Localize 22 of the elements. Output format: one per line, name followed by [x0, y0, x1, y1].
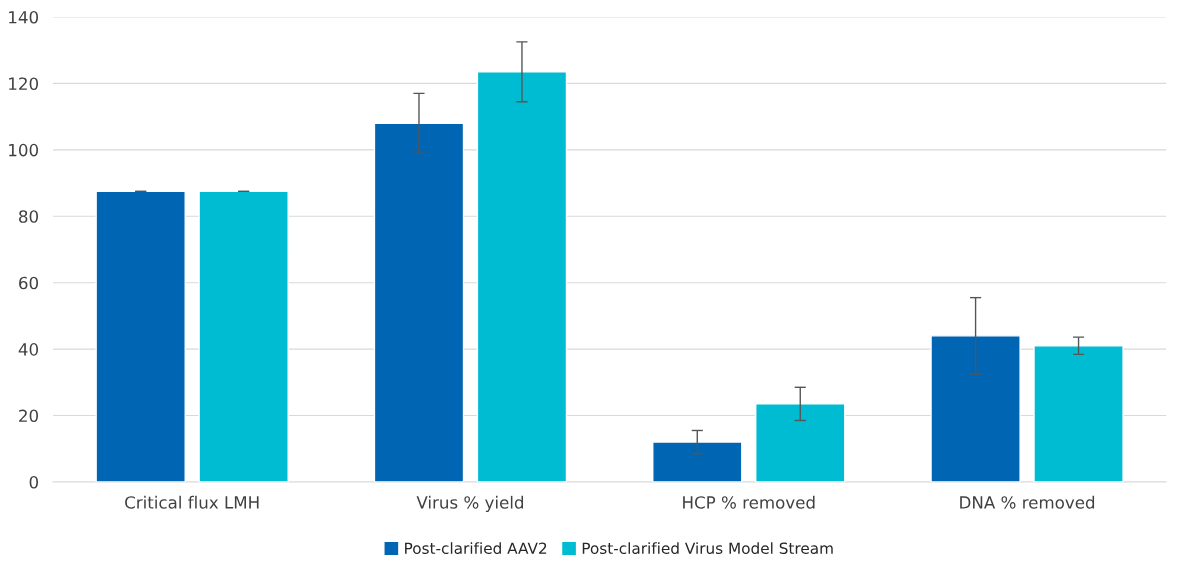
bar — [95, 190, 186, 482]
bar — [198, 190, 289, 482]
y-tick-label: 0 — [29, 475, 39, 489]
y-tick-label: 40 — [18, 343, 39, 356]
y-tick-label: 140 — [9, 10, 39, 24]
bar — [652, 441, 743, 482]
bar — [930, 335, 1021, 482]
x-tick-label: Virus % yield — [416, 495, 524, 512]
bar — [476, 71, 568, 482]
x-tick-label: HCP % removed — [683, 495, 815, 509]
y-tick-label: 20 — [19, 409, 39, 423]
y-tick-label: 60 — [19, 276, 39, 290]
x-tick-label: Critical flux LMH — [125, 495, 259, 509]
legend-label: Post-clarified AAV2 — [405, 542, 547, 555]
x-tick-label: DNA % removed — [960, 495, 1095, 509]
y-tick-label: 100 — [9, 143, 39, 157]
y-tick-label: 120 — [9, 77, 39, 90]
bar — [755, 403, 846, 482]
bar — [1033, 345, 1124, 482]
bar — [373, 122, 465, 482]
y-tick-label: 80 — [19, 210, 39, 223]
legend-label: Post-clarified Virus Model Stream — [582, 542, 833, 555]
